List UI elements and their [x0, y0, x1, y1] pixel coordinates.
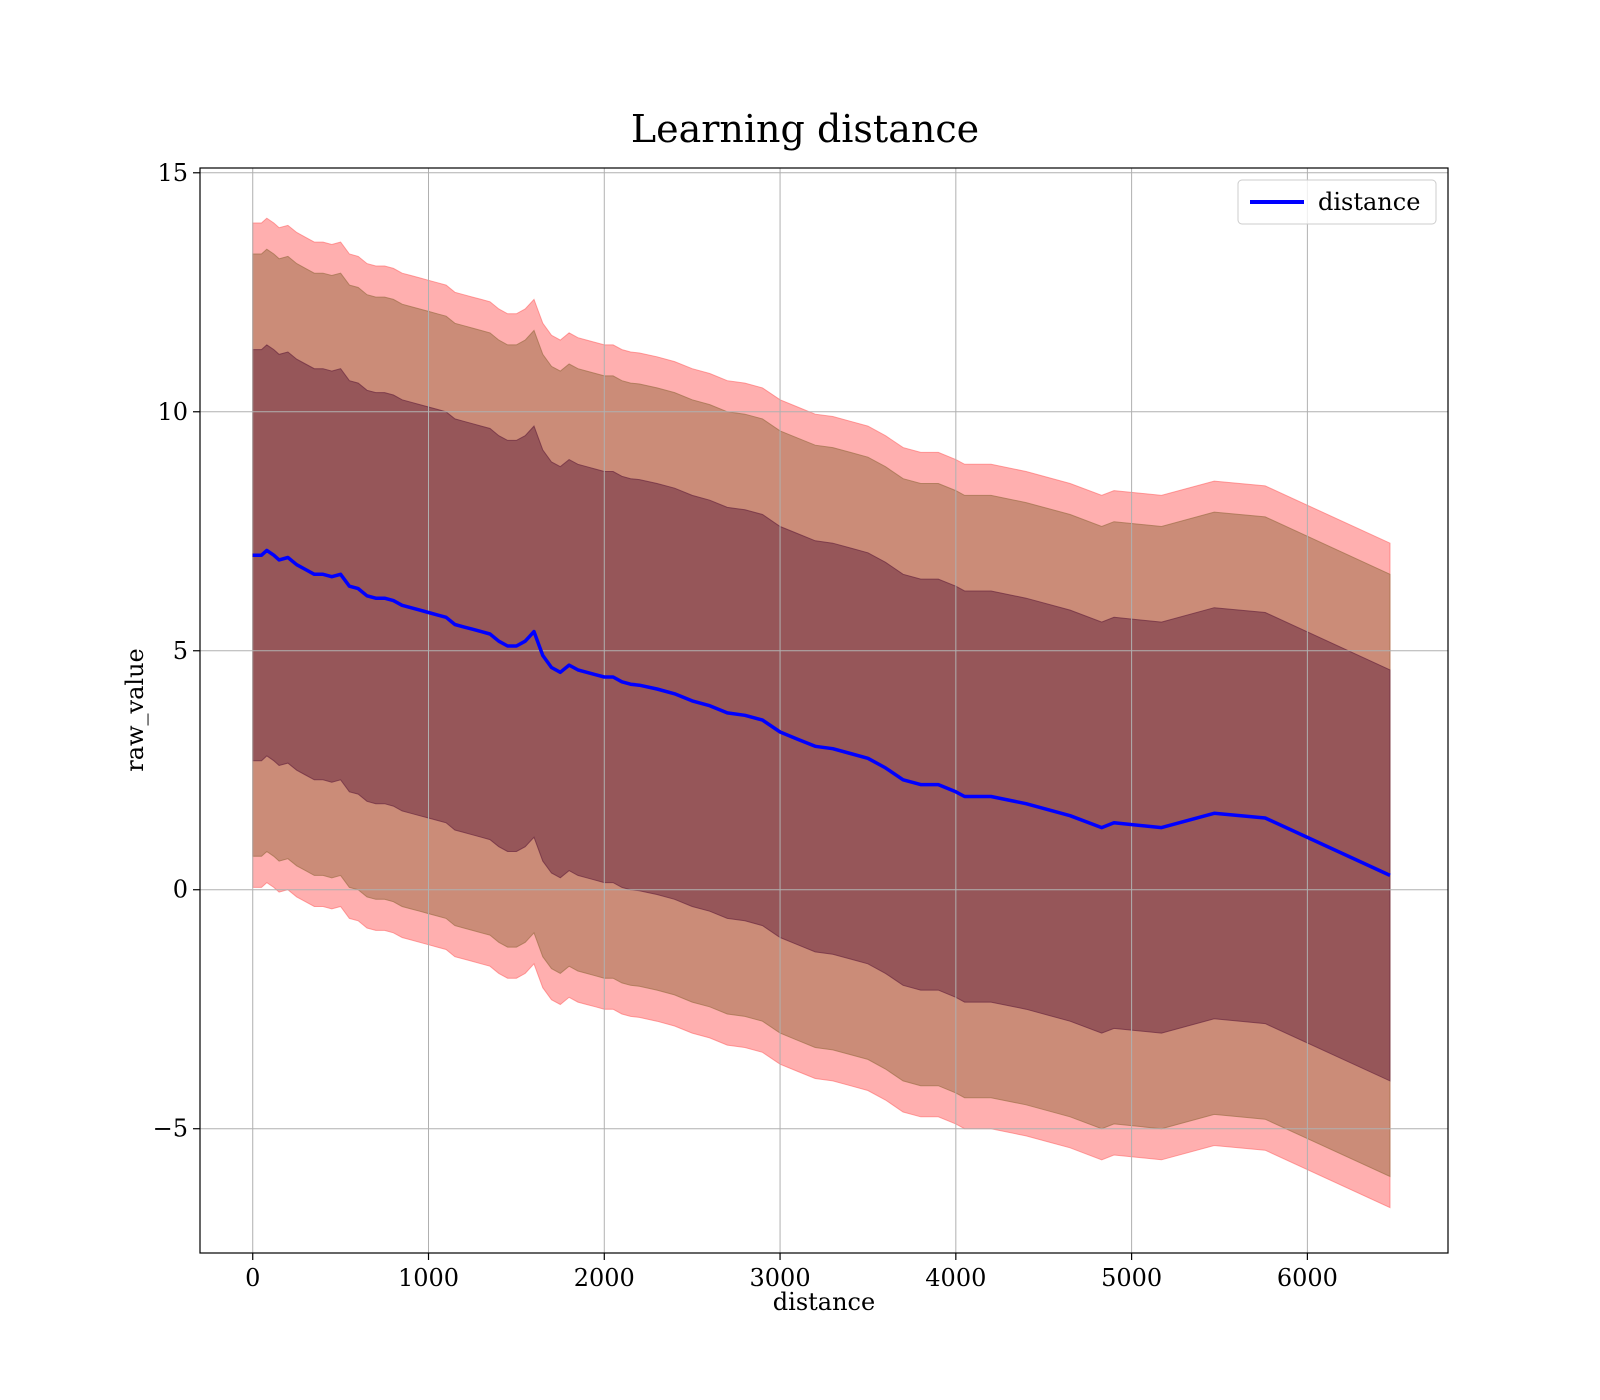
grid-lines	[200, 168, 1448, 1253]
series-line-layer	[252, 548, 1391, 877]
confidence-bands	[252, 217, 1391, 1209]
x-axis-ticks: 0 1000 2000 3000 4000 5000 6000	[245, 1253, 1338, 1292]
y-tick-label: 15	[157, 159, 188, 187]
chart-title: Learning distance	[631, 107, 979, 151]
x-tick-label: 3000	[750, 1264, 811, 1292]
x-tick-label: 0	[245, 1264, 260, 1292]
x-tick-label: 2000	[574, 1264, 635, 1292]
y-axis-ticks: −5 0 5 10 15	[153, 159, 200, 1143]
legend-label-distance: distance	[1318, 188, 1420, 216]
y-tick-label: −5	[153, 1115, 188, 1143]
plot-frame	[199, 167, 1449, 1254]
x-tick-label: 1000	[398, 1264, 459, 1292]
y-axis-label: raw_value	[121, 648, 149, 772]
legend: distance	[1237, 179, 1437, 225]
x-axis-label: distance	[773, 1288, 875, 1316]
x-tick-label: 5000	[1101, 1264, 1162, 1292]
x-tick-label: 4000	[925, 1264, 986, 1292]
legend-box	[1237, 179, 1437, 225]
y-tick-label: 5	[173, 637, 188, 665]
band-inner	[252, 344, 1391, 1082]
y-tick-label: 10	[157, 398, 188, 426]
y-tick-label: 0	[173, 876, 188, 904]
x-tick-label: 6000	[1277, 1264, 1338, 1292]
series-line-distance	[252, 548, 1391, 877]
